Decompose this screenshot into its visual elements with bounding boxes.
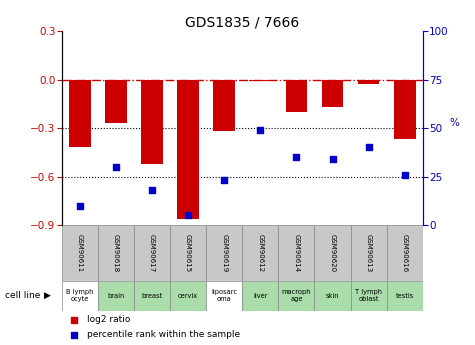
Bar <box>351 225 387 280</box>
Bar <box>98 280 134 311</box>
Bar <box>351 280 387 311</box>
Text: GSM90611: GSM90611 <box>77 234 83 272</box>
Bar <box>141 80 163 164</box>
Text: GSM90619: GSM90619 <box>221 234 227 272</box>
Text: breast: breast <box>142 293 162 299</box>
Text: brain: brain <box>107 293 124 299</box>
Bar <box>62 225 98 280</box>
Bar <box>278 280 314 311</box>
Text: GSM90620: GSM90620 <box>330 234 335 272</box>
Bar <box>170 225 206 280</box>
Point <box>256 127 264 133</box>
Y-axis label: %: % <box>449 118 459 128</box>
Text: GSM90617: GSM90617 <box>149 234 155 272</box>
Text: T lymph
oblast: T lymph oblast <box>355 289 382 302</box>
Bar <box>358 80 380 85</box>
Point <box>401 172 408 177</box>
Bar <box>98 225 134 280</box>
Bar <box>134 280 170 311</box>
Bar <box>249 80 271 81</box>
Text: GSM90616: GSM90616 <box>402 234 408 272</box>
Bar <box>105 80 127 123</box>
Text: B lymph
ocyte: B lymph ocyte <box>66 289 94 302</box>
Title: GDS1835 / 7666: GDS1835 / 7666 <box>185 16 299 30</box>
Text: GSM90612: GSM90612 <box>257 234 263 272</box>
Point <box>293 155 300 160</box>
Bar <box>213 80 235 131</box>
Point <box>148 187 156 193</box>
Text: percentile rank within the sample: percentile rank within the sample <box>87 331 240 339</box>
Text: GSM90618: GSM90618 <box>113 234 119 272</box>
Point <box>71 332 78 338</box>
Text: liver: liver <box>253 293 267 299</box>
Text: GSM90613: GSM90613 <box>366 234 371 272</box>
Point <box>184 213 192 218</box>
Point <box>76 203 84 208</box>
Bar <box>314 225 351 280</box>
Text: GSM90614: GSM90614 <box>294 234 299 272</box>
Bar <box>170 280 206 311</box>
Bar <box>387 225 423 280</box>
Bar <box>322 80 343 107</box>
Point <box>71 317 78 322</box>
Point <box>112 164 120 170</box>
Bar <box>242 225 278 280</box>
Bar <box>177 80 199 219</box>
Text: liposarc
oma: liposarc oma <box>211 289 237 302</box>
Text: macroph
age: macroph age <box>282 289 311 302</box>
Point <box>329 156 336 162</box>
Text: skin: skin <box>326 293 339 299</box>
Bar <box>387 280 423 311</box>
Point <box>365 145 372 150</box>
Bar <box>278 225 314 280</box>
Text: cervix: cervix <box>178 293 198 299</box>
Bar <box>69 80 91 148</box>
Bar <box>206 280 242 311</box>
Point <box>220 178 228 183</box>
Bar <box>314 280 351 311</box>
Bar <box>394 80 416 139</box>
Bar <box>242 280 278 311</box>
Bar <box>62 280 98 311</box>
Text: ▶: ▶ <box>44 291 51 300</box>
Text: GSM90615: GSM90615 <box>185 234 191 272</box>
Bar <box>134 225 170 280</box>
Text: testis: testis <box>396 293 414 299</box>
Bar <box>285 80 307 112</box>
Bar <box>206 225 242 280</box>
Text: log2 ratio: log2 ratio <box>87 315 131 324</box>
Text: cell line: cell line <box>5 291 40 300</box>
